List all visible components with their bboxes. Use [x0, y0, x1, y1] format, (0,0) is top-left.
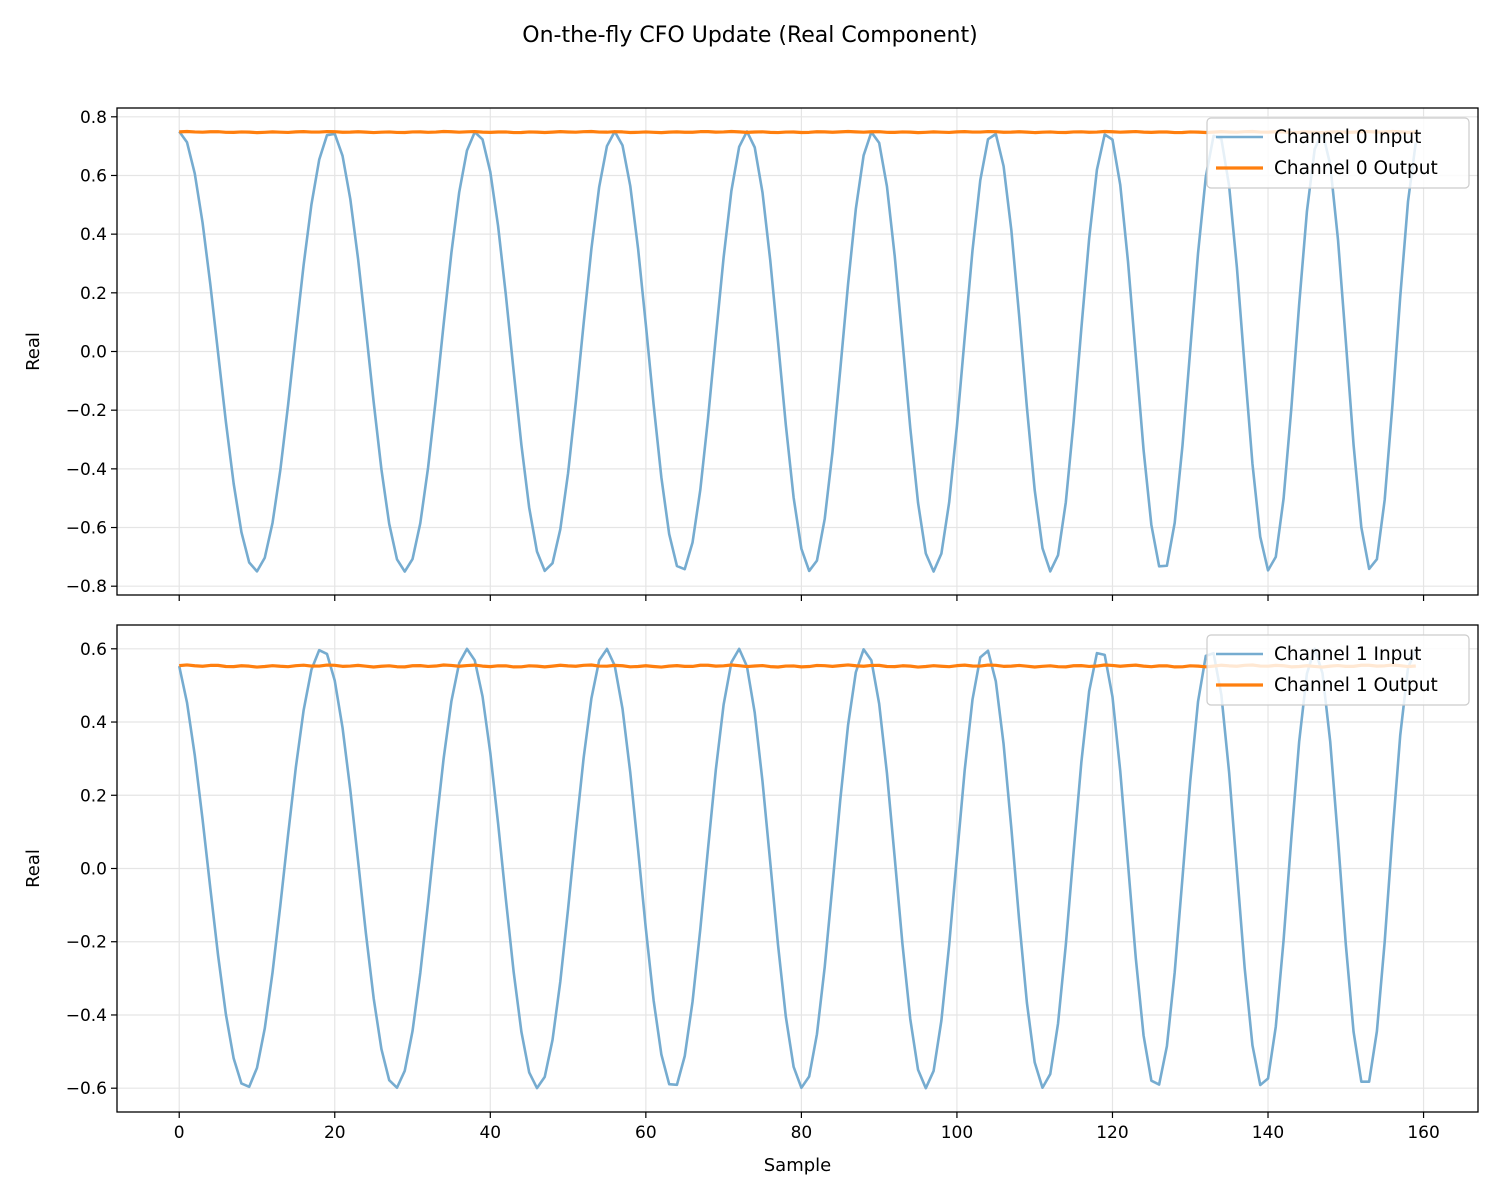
y-tick-label: 0.6	[80, 640, 107, 660]
y-tick-label: −0.2	[66, 401, 107, 421]
y-tick-label: −0.6	[66, 1079, 107, 1099]
legend-label-output: Channel 0 Output	[1274, 158, 1438, 179]
x-tick-label: 40	[479, 1123, 501, 1143]
legend-label-output: Channel 1 Output	[1274, 675, 1438, 696]
x-tick-label: 140	[1252, 1123, 1284, 1143]
x-tick-label: 100	[941, 1123, 973, 1143]
legend: Channel 1 Input Channel 1 Output	[1206, 634, 1470, 706]
y-tick-label: −0.4	[66, 1006, 107, 1026]
y-tick-label: −0.4	[66, 460, 107, 480]
y-tick-label: 0.6	[80, 166, 107, 186]
x-tick-label: 0	[174, 1123, 185, 1143]
figure-title: On-the-fly CFO Update (Real Component)	[522, 23, 977, 48]
x-tick-label: 80	[791, 1123, 813, 1143]
y-axis-label: Real	[23, 849, 44, 888]
x-tick-label: 120	[1096, 1123, 1128, 1143]
legend-label-input: Channel 0 Input	[1274, 127, 1421, 148]
y-tick-label: 0.2	[80, 786, 107, 806]
legend-label-input: Channel 1 Input	[1274, 644, 1421, 665]
x-axis-label: Sample	[764, 1155, 832, 1176]
subplot-0: −0.8 −0.6 −0.4 −0.2 0.0 0.2 0.4 0.6 0.8 Real Chann…	[23, 107, 1479, 601]
subplot-1: 0 20 40 60 80 100 120 140 160 −0.6 −0.4 −0.2 0.0 0.2 0…	[23, 624, 1479, 1176]
legend-box	[1206, 117, 1470, 189]
y-tick-label: −0.2	[66, 933, 107, 953]
subplots: −0.8 −0.6 −0.4 −0.2 0.0 0.2 0.4 0.6 0.8 Real Chann…	[23, 107, 1479, 1176]
x-tick-label: 160	[1407, 1123, 1439, 1143]
y-tick-label: 0.4	[80, 225, 107, 245]
x-tick-label: 20	[324, 1123, 346, 1143]
y-tick-label: −0.8	[66, 577, 107, 597]
x-tick-label: 60	[635, 1123, 657, 1143]
legend-box	[1206, 634, 1470, 706]
y-axis-label: Real	[23, 332, 44, 371]
y-tick-label: 0.2	[80, 284, 107, 304]
y-tick-label: 0.4	[80, 713, 107, 733]
y-tick-label: 0.8	[80, 108, 107, 128]
legend: Channel 0 Input Channel 0 Output	[1206, 117, 1470, 189]
y-tick-label: 0.0	[80, 343, 107, 363]
y-tick-label: −0.6	[66, 519, 107, 539]
y-tick-label: 0.0	[80, 860, 107, 880]
